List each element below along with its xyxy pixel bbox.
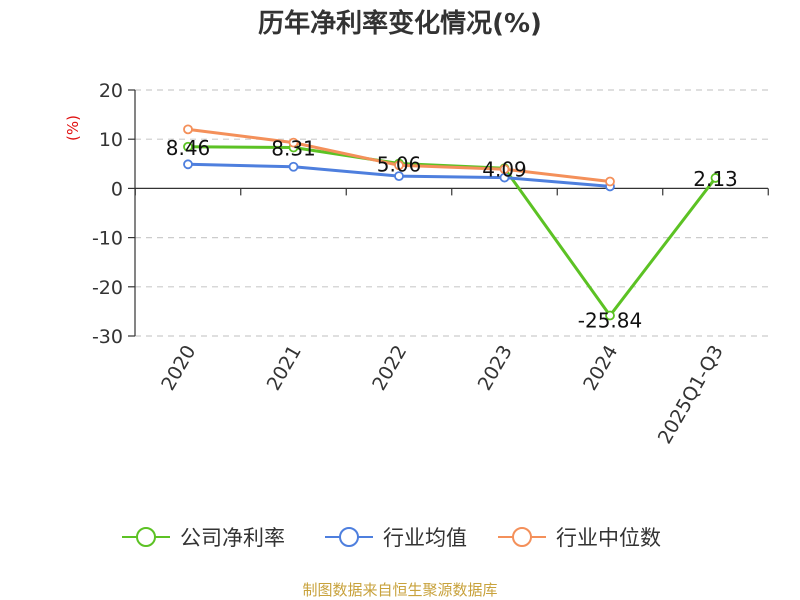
data-label: 8.46 xyxy=(166,136,211,160)
data-point xyxy=(710,173,721,183)
data-point xyxy=(183,124,193,135)
data-point xyxy=(394,171,404,182)
data-label: 8.31 xyxy=(271,137,316,161)
y-tick-label: 20 xyxy=(99,80,123,102)
legend-marker xyxy=(512,527,532,547)
data-label: 4.09 xyxy=(482,157,527,181)
series-line xyxy=(187,145,717,318)
data-label: -25.84 xyxy=(578,309,642,333)
data-point xyxy=(605,310,615,321)
legend-label: 行业均值 xyxy=(383,526,467,550)
data-point xyxy=(394,160,404,171)
data-label: 2.13 xyxy=(693,167,738,191)
data-label: 5.06 xyxy=(377,153,422,177)
y-tick-label: 0 xyxy=(111,178,123,200)
source-note: 制图数据来自恒生聚源数据库 xyxy=(302,581,497,599)
data-point xyxy=(288,161,299,172)
data-point xyxy=(183,159,193,170)
x-tick-label: 2025Q1-Q3 xyxy=(654,342,728,448)
y-axis-unit: (%) xyxy=(64,115,82,141)
x-tick-label: 2023 xyxy=(474,342,517,395)
data-labels: 8.46 8.31 5.06 4.09 -25.84 2.13 xyxy=(166,136,738,333)
x-tick-label: 2020 xyxy=(157,342,200,395)
x-tick-label: 2021 xyxy=(263,342,306,395)
legend-marker xyxy=(136,527,156,547)
chart-title: 历年净利率变化情况(%) xyxy=(258,8,542,39)
x-tick-label: 2022 xyxy=(368,342,411,395)
legend: 公司净利率 行业均值 行业中位数 xyxy=(122,526,661,550)
legend-label: 行业中位数 xyxy=(556,526,661,550)
series-lines xyxy=(183,124,721,321)
data-point xyxy=(605,176,615,187)
y-tick-label: -10 xyxy=(92,228,123,250)
data-point xyxy=(183,141,193,152)
grid-lines xyxy=(135,89,768,337)
x-tick-label: 2024 xyxy=(579,342,622,395)
y-tick-label: -20 xyxy=(92,277,123,299)
legend-label: 公司净利率 xyxy=(180,526,285,550)
y-tick-label: -30 xyxy=(92,326,123,348)
y-tick-label: 10 xyxy=(99,129,123,151)
data-point xyxy=(288,137,299,148)
legend-marker xyxy=(339,527,359,547)
data-point xyxy=(499,164,510,175)
